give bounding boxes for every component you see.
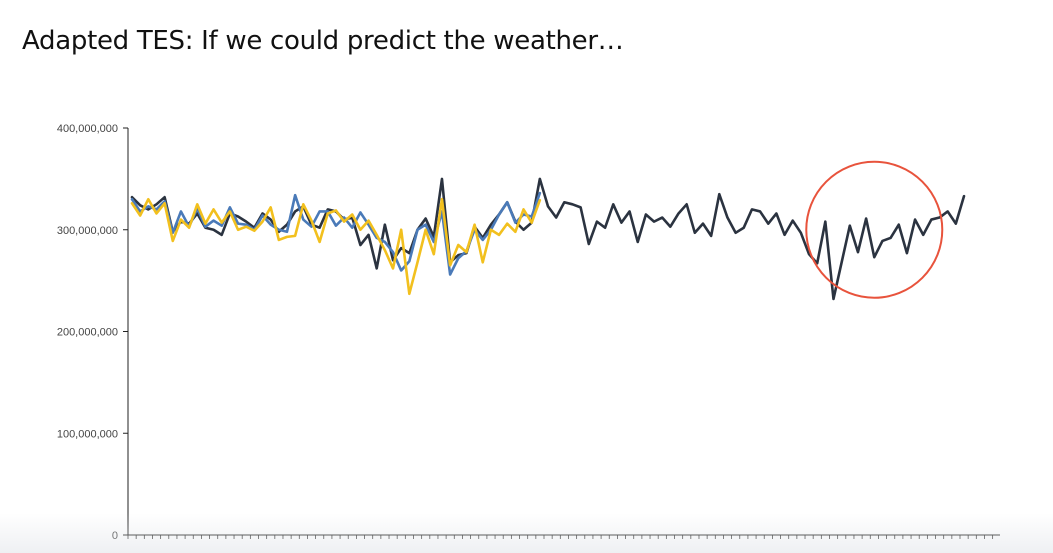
y-axis: 0 100,000,000 200,000,000 300,000,000 400,00… [57, 123, 129, 542]
series-layer [130, 177, 966, 301]
annotation-layer [805, 160, 944, 299]
x-axis [127, 534, 1000, 539]
annotation-circle [805, 160, 944, 299]
y-tick-label: 300,000,000 [57, 225, 118, 237]
y-tick-label: 400,000,000 [57, 123, 118, 135]
y-tick-label: 0 [112, 530, 118, 542]
y-tick-label: 200,000,000 [57, 327, 118, 339]
y-tick-label: 100,000,000 [57, 428, 118, 440]
series-yellow-line [130, 197, 542, 296]
series-dark-line [130, 177, 966, 301]
slide-title: Adapted TES: If we could predict the wea… [22, 26, 624, 56]
